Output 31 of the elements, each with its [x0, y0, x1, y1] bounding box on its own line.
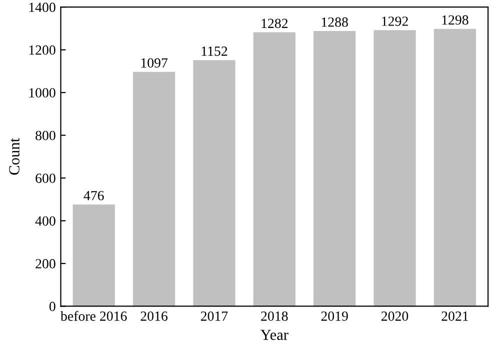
- y-tick-label: 400: [35, 216, 56, 226]
- y-tick-label: 0: [49, 302, 56, 312]
- x-tick-label: 2020: [381, 311, 408, 321]
- bar: [314, 31, 356, 306]
- y-axis-title: Count: [9, 138, 20, 175]
- y-tick-label: 800: [36, 130, 56, 140]
- x-tick-label: 2019: [321, 311, 348, 321]
- bar: [72, 204, 115, 306]
- x-tick-label: 2018: [261, 311, 288, 321]
- data-label: 1292: [382, 16, 408, 26]
- bar: [132, 72, 176, 306]
- x-tick-label: 2021: [442, 311, 468, 321]
- data-label: 1298: [442, 15, 468, 25]
- y-tick-label: 600: [36, 174, 56, 183]
- x-tick-label: 2016: [140, 311, 168, 321]
- y-tick-label: 1000: [29, 88, 56, 98]
- data-label: 1097: [141, 58, 168, 68]
- data-label: 476: [84, 190, 104, 200]
- bar: [253, 32, 296, 306]
- y-tick-label: 1400: [29, 2, 56, 12]
- y-tick-label: 1200: [29, 45, 56, 55]
- bar: [434, 28, 476, 306]
- x-tick-label: before 2016: [60, 310, 127, 321]
- x-axis-title: Year: [260, 330, 288, 340]
- y-tick-label: 200: [36, 259, 56, 268]
- data-label: 1288: [322, 17, 348, 27]
- data-label: 1152: [202, 46, 228, 56]
- data-label: 1282: [262, 18, 288, 28]
- x-tick-label: 2017: [200, 311, 228, 321]
- bar: [374, 30, 416, 306]
- bar: [193, 60, 236, 306]
